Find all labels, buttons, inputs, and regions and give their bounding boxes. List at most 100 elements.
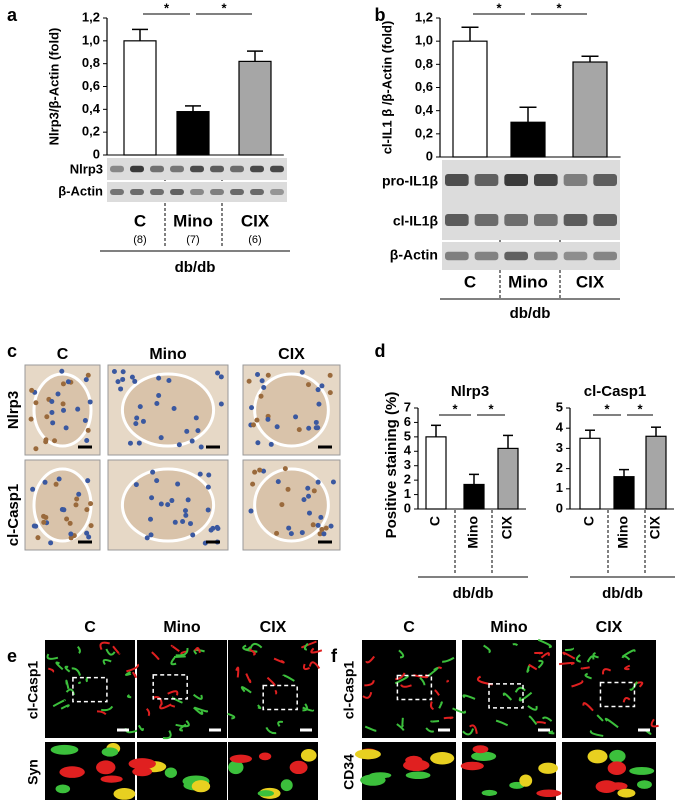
signal <box>589 729 604 737</box>
band <box>190 189 204 195</box>
signal <box>446 679 450 683</box>
signal <box>179 723 187 732</box>
signal <box>128 758 156 770</box>
x-tick-label: CIX <box>499 515 515 539</box>
panel-letter: a <box>7 5 18 25</box>
nucleus <box>85 478 91 484</box>
nucleus <box>319 383 325 389</box>
nucleus <box>61 507 67 513</box>
band <box>504 214 528 226</box>
nucleus <box>330 479 336 485</box>
nucleus <box>175 481 181 487</box>
nucleus <box>150 469 156 475</box>
signal <box>280 779 293 792</box>
nucleus <box>49 409 55 415</box>
signal <box>50 744 79 755</box>
significance-star: * <box>496 0 502 15</box>
signal <box>60 704 70 710</box>
significance-star: * <box>556 0 562 15</box>
signal <box>124 671 132 676</box>
y-tick-label: 0 <box>93 146 100 161</box>
signal <box>77 646 81 654</box>
group-label: db/db <box>453 585 494 602</box>
nucleus <box>185 497 191 503</box>
nucleus <box>198 444 204 450</box>
panel-letter: f <box>331 646 338 666</box>
signal <box>438 701 443 709</box>
band <box>130 165 144 173</box>
signal <box>170 657 177 666</box>
signal <box>113 788 136 800</box>
signal <box>442 656 455 663</box>
nucleus <box>275 479 281 485</box>
column-label: C <box>57 346 69 363</box>
signal <box>162 730 172 740</box>
nucleus <box>44 414 50 420</box>
nucleus <box>315 425 321 431</box>
signal <box>301 640 317 649</box>
nucleus <box>166 378 172 384</box>
significance-star: * <box>637 401 643 416</box>
nucleus <box>148 532 154 538</box>
signal <box>558 661 575 666</box>
signal <box>227 712 236 720</box>
x-tick-label: Mino <box>173 211 213 230</box>
signal <box>460 761 484 771</box>
nucleus <box>86 534 92 540</box>
y-tick-label: 5 <box>556 399 563 414</box>
signal <box>571 680 584 688</box>
signal <box>175 720 190 728</box>
nucleus <box>250 481 256 487</box>
x-tick-label: Mino <box>508 272 548 291</box>
signal <box>452 707 467 714</box>
signal <box>429 701 434 711</box>
y-tick-label: 0 <box>404 500 411 515</box>
blot-label: Nlrp3 <box>70 161 103 176</box>
significance-star: * <box>164 0 170 15</box>
signal <box>46 653 59 660</box>
band <box>270 165 284 173</box>
signal <box>145 708 151 717</box>
signal <box>229 754 253 763</box>
x-tick-label: C <box>134 211 146 230</box>
nucleus <box>84 507 90 513</box>
bar <box>123 40 157 156</box>
bar <box>510 121 546 158</box>
signal <box>365 655 375 664</box>
nucleus <box>268 441 274 447</box>
signal <box>430 751 455 765</box>
nucleus <box>254 417 260 423</box>
nucleus <box>156 393 162 399</box>
nucleus <box>182 508 188 514</box>
signal <box>159 702 172 710</box>
band <box>190 165 204 173</box>
nucleus <box>75 406 81 412</box>
x-tick-label: CIX <box>647 515 663 539</box>
signal <box>112 645 121 655</box>
y-tick-label: 0,6 <box>82 78 100 93</box>
y-tick-label: 0,2 <box>415 125 433 140</box>
nucleus <box>299 369 305 375</box>
signal <box>167 690 179 696</box>
nucleus <box>165 502 171 508</box>
signal <box>85 677 88 683</box>
nucleus <box>127 440 133 446</box>
nucleus <box>206 472 212 478</box>
signal <box>400 684 412 688</box>
band <box>130 189 144 195</box>
nucleus <box>327 372 333 378</box>
nucleus <box>195 428 201 434</box>
glomerulus <box>253 467 330 543</box>
significance-star: * <box>604 401 610 416</box>
signal <box>469 724 478 734</box>
bar <box>613 476 635 510</box>
band <box>445 251 469 261</box>
band <box>150 165 164 173</box>
blot-label: cl-IL1β <box>393 213 439 229</box>
zoom-box <box>152 674 188 700</box>
chart-title: Nlrp3 <box>451 383 489 400</box>
nucleus <box>88 523 94 529</box>
nucleus <box>249 405 255 411</box>
band <box>250 165 264 173</box>
nucleus <box>190 532 196 538</box>
